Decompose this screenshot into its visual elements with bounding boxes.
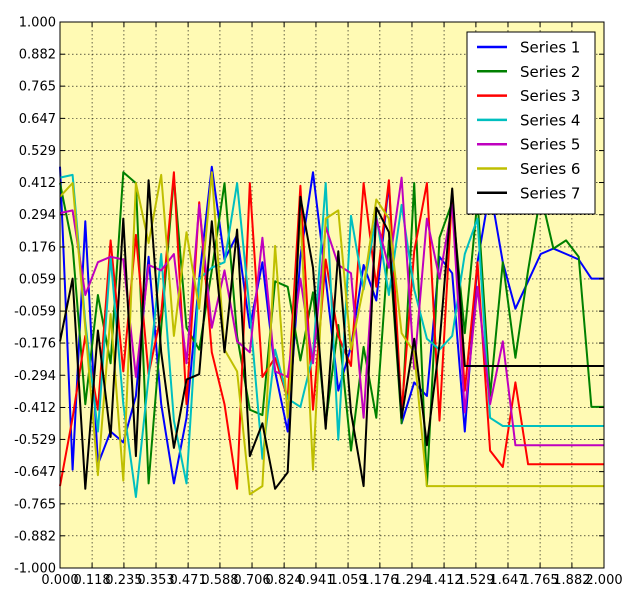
series-lines: [59, 165, 604, 498]
series-line-2: [59, 171, 604, 488]
x-tick-label: 1.059: [329, 573, 366, 588]
y-tick-label: 0.412: [19, 176, 56, 191]
x-tick-label: 0.353: [137, 573, 174, 588]
y-tick-label: 1.000: [19, 16, 56, 31]
y-tick-label: 0.765: [19, 80, 56, 95]
y-tick-label: -0.647: [14, 465, 56, 480]
y-tick-label: 0.294: [19, 208, 56, 223]
x-tick-label: 2.000: [585, 573, 622, 588]
y-tick-label: 0.059: [19, 272, 56, 287]
y-tick-label: 0.176: [19, 240, 56, 255]
x-tick-label: 1.529: [457, 573, 494, 588]
legend-label-4: Series 4: [520, 111, 580, 129]
legend-label-7: Series 7: [520, 184, 580, 202]
x-tick-label: 0.706: [233, 573, 270, 588]
legend-label-2: Series 2: [520, 63, 580, 81]
x-tick-label: 0.941: [297, 573, 334, 588]
legend-label-6: Series 6: [520, 160, 580, 178]
y-tick-label: 0.647: [19, 112, 56, 127]
x-tick-label: 1.294: [393, 573, 430, 588]
x-tick-label: 1.647: [489, 573, 526, 588]
x-tick-label: 0.824: [266, 573, 303, 588]
legend-label-3: Series 3: [520, 87, 580, 105]
x-axis-tick-labels: 0.0000.1180.2350.3530.4710.5880.7060.824…: [41, 573, 622, 588]
legend-label-5: Series 5: [520, 136, 580, 154]
y-axis-tick-labels: 1.000 0.882 0.765 0.647 0.529 0.412 0.294 0.176…: [14, 16, 56, 577]
series-line-5: [59, 176, 604, 447]
legend-box: [466, 31, 596, 215]
x-tick-label: 0.471: [170, 573, 207, 588]
tick-marks: [59, 21, 605, 569]
y-tick-label: -1.000: [14, 562, 56, 577]
y-tick-label: -0.765: [14, 497, 56, 512]
y-tick-label: -0.176: [14, 337, 56, 352]
y-tick-label: 0.529: [19, 144, 56, 159]
legend-label-1: Series 1: [520, 39, 580, 57]
x-tick-label: 0.000: [41, 573, 78, 588]
x-tick-label: 0.588: [201, 573, 238, 588]
x-tick-label: 0.118: [73, 573, 110, 588]
y-tick-label: -0.059: [14, 305, 56, 320]
x-tick-label: 1.882: [553, 573, 590, 588]
y-tick-label: -0.294: [14, 369, 56, 384]
x-tick-label: 0.235: [105, 573, 142, 588]
plot-frame: [59, 21, 605, 569]
x-tick-label: 1.176: [361, 573, 398, 588]
legend: Series 1 Series 2 Series 3 Series 4 Series 5…: [466, 31, 596, 215]
series-line-7: [59, 179, 604, 490]
x-tick-label: 1.412: [425, 573, 462, 588]
y-tick-label: 0.882: [19, 48, 56, 63]
series-line-6: [59, 171, 604, 496]
x-tick-label: 1.765: [521, 573, 558, 588]
y-tick-label: -0.529: [14, 433, 56, 448]
y-tick-label: -0.882: [14, 529, 56, 544]
y-tick-label: -0.412: [14, 401, 56, 416]
